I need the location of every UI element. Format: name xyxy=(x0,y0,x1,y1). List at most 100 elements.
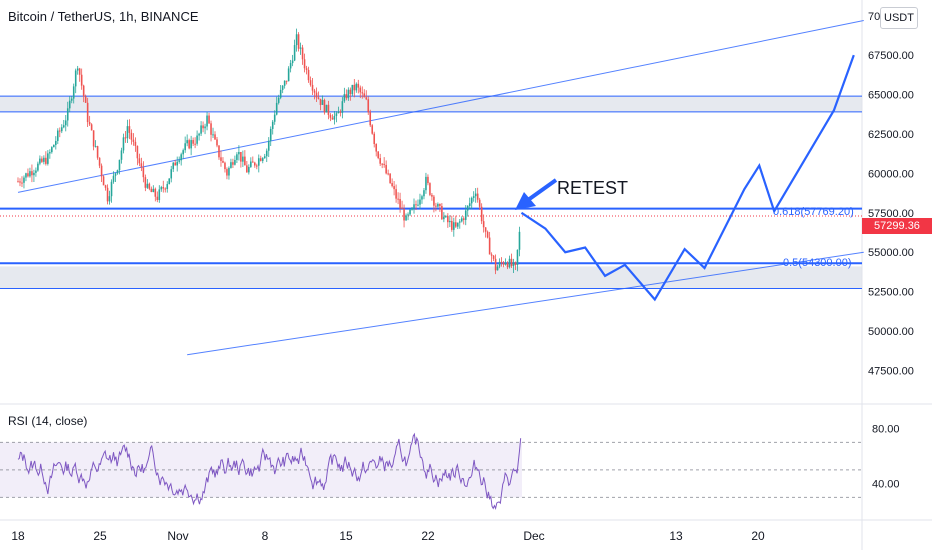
candle-body xyxy=(47,153,49,164)
candle-body xyxy=(104,185,107,188)
candle-body xyxy=(411,207,413,210)
x-tick-label: 8 xyxy=(262,529,269,543)
candle-body xyxy=(466,205,469,211)
candle-body xyxy=(29,171,31,177)
current-price-tag: 57299.36 xyxy=(862,218,932,234)
candle-body xyxy=(174,162,177,166)
candle-body xyxy=(339,111,342,113)
candle-body xyxy=(108,196,111,202)
x-tick-label: 18 xyxy=(11,529,25,543)
candle-body xyxy=(70,98,73,101)
candle-body xyxy=(49,152,51,154)
candle-body xyxy=(51,147,53,153)
candle-body xyxy=(506,262,509,268)
candle-body xyxy=(234,159,236,165)
rsi-tick-label: 40.00 xyxy=(872,479,900,491)
candle-body xyxy=(136,145,139,159)
fib-618-label: 0.618(57769.20) xyxy=(773,206,854,218)
candle-body xyxy=(351,84,354,95)
y-tick-label: 60000.00 xyxy=(868,168,914,180)
candle-body xyxy=(228,167,230,176)
candle-body xyxy=(182,150,184,155)
candle-body xyxy=(333,115,336,120)
candle-body xyxy=(190,140,192,149)
candle-body xyxy=(335,113,338,116)
candle-body xyxy=(421,196,423,200)
candle-body xyxy=(409,209,411,215)
candle-body xyxy=(263,156,266,159)
candle-body xyxy=(178,160,180,162)
candle-body xyxy=(464,210,467,220)
candle-body xyxy=(96,146,99,158)
candle-body xyxy=(512,262,515,267)
projection-path xyxy=(520,54,855,302)
candle-body xyxy=(150,188,153,193)
candle-body xyxy=(142,167,145,178)
candle-body xyxy=(470,197,473,204)
candle-body xyxy=(246,165,248,173)
candle-body xyxy=(116,170,119,174)
candle-body xyxy=(35,170,37,173)
candle-body xyxy=(377,151,379,159)
candle-body xyxy=(399,199,401,208)
candle-body xyxy=(299,47,302,49)
candle-body xyxy=(367,99,370,113)
candle-body xyxy=(458,221,461,223)
candle-body xyxy=(307,69,310,81)
candle-body xyxy=(196,135,198,144)
candle-body xyxy=(297,34,300,49)
x-tick-label: 13 xyxy=(669,529,683,543)
candle-body xyxy=(369,112,372,126)
candle-body xyxy=(19,181,21,183)
candle-body xyxy=(254,162,256,166)
candle-body xyxy=(451,220,453,230)
candle-body xyxy=(156,196,159,201)
candle-body xyxy=(441,206,443,220)
candle-body xyxy=(345,94,348,99)
candle-body xyxy=(415,204,417,206)
candle-body xyxy=(194,143,196,145)
candle-body xyxy=(385,164,387,174)
candle-body xyxy=(397,198,399,200)
candle-body xyxy=(407,214,409,216)
candle-body xyxy=(275,102,278,115)
candle-body xyxy=(425,176,427,191)
candle-body xyxy=(337,111,340,114)
candle-body xyxy=(218,145,220,158)
candle-body xyxy=(82,85,85,97)
candle-body xyxy=(301,47,304,60)
candle-body xyxy=(381,163,383,165)
candle-body xyxy=(289,63,292,69)
candle-body xyxy=(496,266,499,271)
candle-body xyxy=(455,222,457,227)
currency-button[interactable]: USDT xyxy=(880,7,918,29)
candle-body xyxy=(132,139,135,142)
trendline-1 xyxy=(187,251,864,356)
candle-body xyxy=(138,158,141,164)
y-tick-label: 67500.00 xyxy=(868,50,914,62)
candle-body xyxy=(256,165,258,167)
candle-body xyxy=(419,199,421,205)
candle-body xyxy=(162,187,165,189)
candle-body xyxy=(230,162,232,168)
candle-body xyxy=(311,84,314,91)
candle-body xyxy=(504,262,507,265)
candle-body xyxy=(395,189,397,199)
candle-body xyxy=(144,177,147,188)
candle-body xyxy=(474,193,477,197)
candle-body xyxy=(66,108,69,121)
candle-body xyxy=(401,207,403,209)
y-tick-label: 65000.00 xyxy=(868,90,914,102)
candle-body xyxy=(319,98,322,105)
candle-body xyxy=(164,188,167,190)
candle-body xyxy=(413,204,415,208)
candle-body xyxy=(365,97,368,100)
candle-body xyxy=(500,261,503,263)
candle-body xyxy=(154,188,157,197)
candle-body xyxy=(186,140,188,144)
candle-body xyxy=(261,158,264,161)
candle-body xyxy=(435,205,437,207)
candle-body xyxy=(439,203,441,207)
candle-body xyxy=(112,175,115,182)
